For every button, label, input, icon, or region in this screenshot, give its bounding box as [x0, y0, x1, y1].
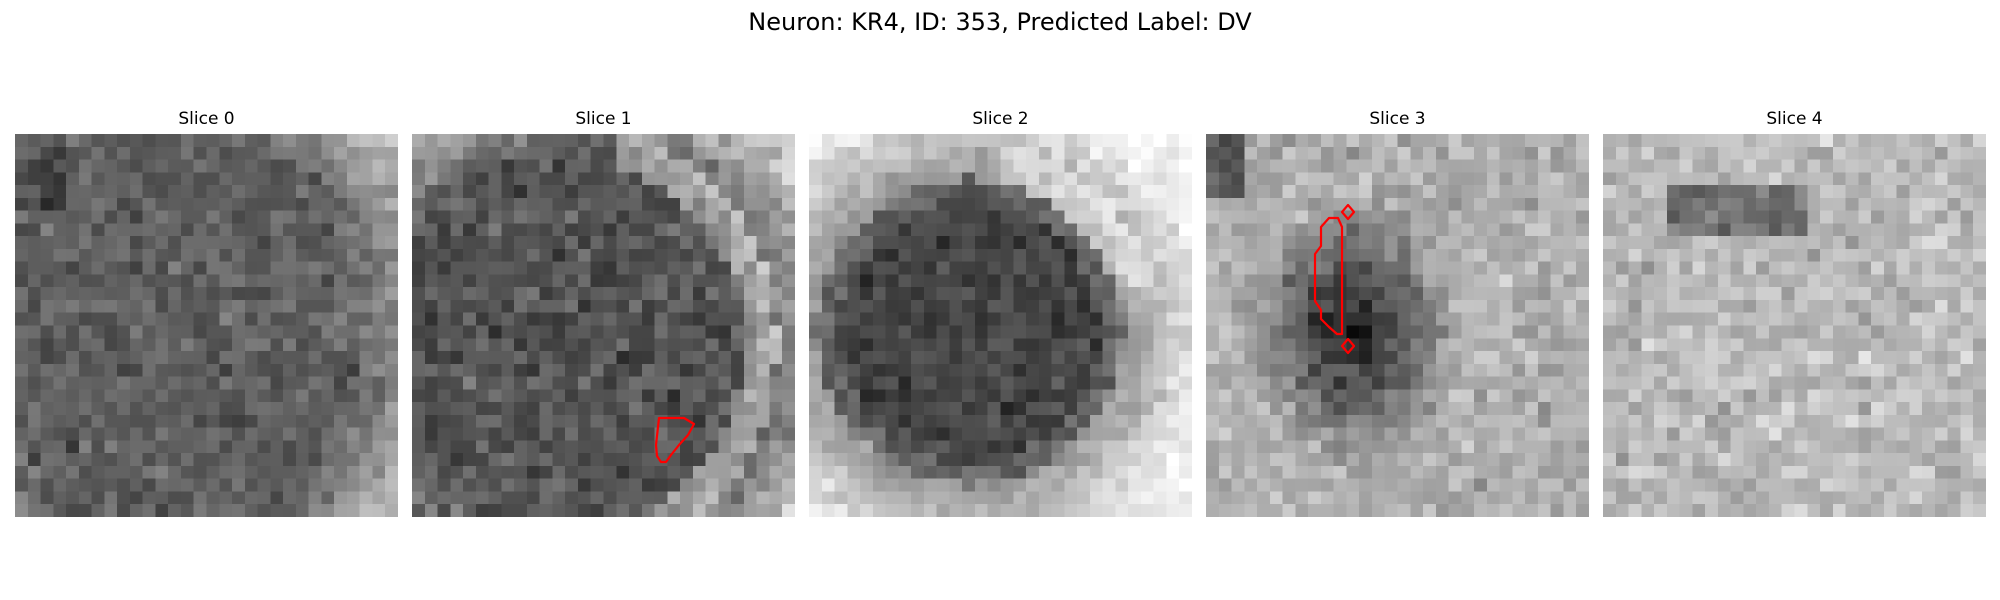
slice-image [15, 134, 398, 517]
contour-overlay [1206, 134, 1589, 517]
segmentation-contour [1315, 218, 1342, 334]
slice-panel-4: Slice 4 [1603, 108, 1986, 130]
slice-panel-1: Slice 1 [412, 108, 795, 130]
grayscale-patch [1603, 134, 1986, 517]
grayscale-patch [15, 134, 398, 517]
segmentation-contour [1342, 205, 1354, 219]
slice-image [412, 134, 795, 517]
slice-title: Slice 0 [15, 108, 398, 130]
slice-title: Slice 4 [1603, 108, 1986, 130]
slice-title: Slice 3 [1206, 108, 1589, 130]
slice-panel-0: Slice 0 [15, 108, 398, 130]
segmentation-contour [1342, 339, 1354, 353]
contour-overlay [412, 134, 795, 517]
figure-title: Neuron: KR4, ID: 353, Predicted Label: D… [0, 6, 2000, 38]
slice-title: Slice 1 [412, 108, 795, 130]
slice-image [809, 134, 1192, 517]
slice-image [1206, 134, 1589, 517]
slice-image [1603, 134, 1986, 517]
grayscale-patch [809, 134, 1192, 517]
slice-panel-3: Slice 3 [1206, 108, 1589, 130]
slice-panel-2: Slice 2 [809, 108, 1192, 130]
segmentation-contour [656, 418, 694, 462]
slice-title: Slice 2 [809, 108, 1192, 130]
